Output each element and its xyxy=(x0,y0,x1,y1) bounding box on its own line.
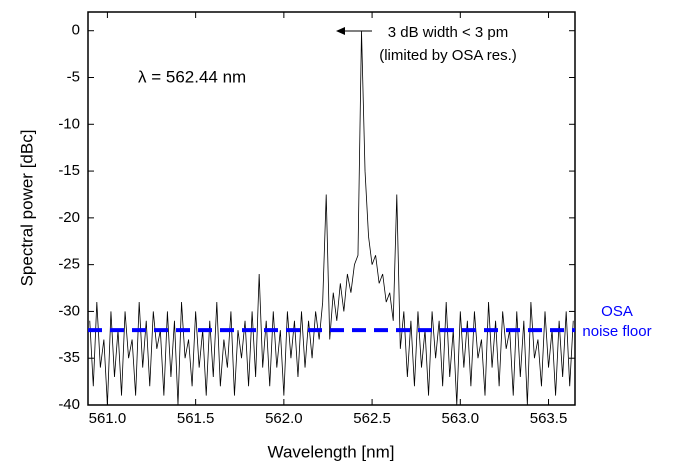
y-tick-label: -35 xyxy=(58,349,80,366)
x-tick-label: 562.5 xyxy=(353,410,391,427)
wavelength-annotation: λ = 562.44 nm xyxy=(138,67,246,86)
y-tick-label: -15 xyxy=(58,162,80,179)
y-tick-label: -40 xyxy=(58,396,80,413)
noise-floor-label: noise floor xyxy=(582,323,651,340)
resolution-annotation: (limited by OSA res.) xyxy=(379,47,517,64)
plot-frame xyxy=(87,11,576,406)
spectrum-line xyxy=(89,30,574,406)
x-tick-label: 562.0 xyxy=(265,410,303,427)
x-tick-label: 561.0 xyxy=(89,410,127,427)
width-annotation: 3 dB width < 3 pm xyxy=(388,24,508,41)
arrow-head xyxy=(336,27,345,35)
x-tick-label: 563.5 xyxy=(530,410,568,427)
y-tick-label: -20 xyxy=(58,209,80,226)
x-tick-label: 563.0 xyxy=(442,410,480,427)
y-tick-label: -30 xyxy=(58,302,80,319)
y-tick-label: 0 xyxy=(72,22,80,39)
x-tick-label: 561.5 xyxy=(177,410,215,427)
y-tick-label: -25 xyxy=(58,256,80,273)
y-tick-label: -5 xyxy=(67,68,80,85)
y-axis-label: Spectral power [dBc] xyxy=(17,130,36,287)
noise-floor-label: OSA xyxy=(601,303,633,320)
x-axis-label: Wavelength [nm] xyxy=(268,442,395,461)
y-tick-label: -10 xyxy=(58,115,80,132)
